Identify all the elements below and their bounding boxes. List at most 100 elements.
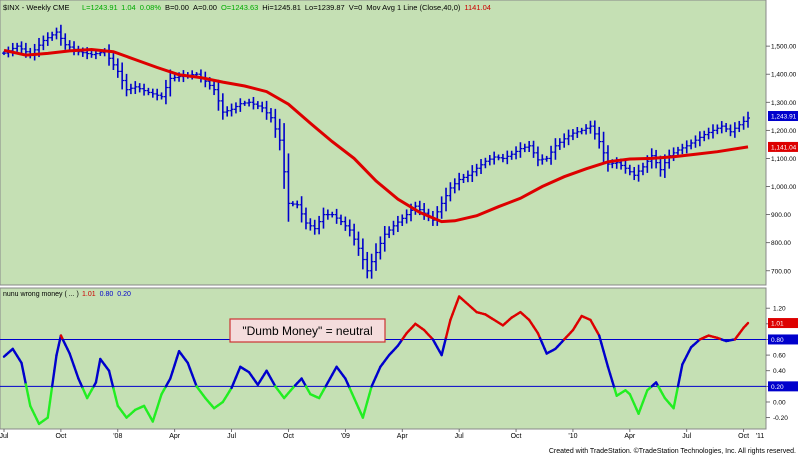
- price-bar: [58, 24, 63, 46]
- indicator-segment: [363, 400, 369, 412]
- moving-average-line: [3, 47, 749, 224]
- quote-field: 1.04: [121, 3, 136, 12]
- price-bar: [487, 155, 492, 166]
- indicator-segment: [96, 357, 102, 372]
- price-bar: [562, 133, 567, 148]
- quote-field: Mov Avg 1 Line (Close,40,0): [366, 3, 461, 12]
- quote-field: Hi=1245.81: [262, 3, 301, 12]
- price-bar: [264, 100, 269, 120]
- price-bar: [614, 157, 619, 169]
- x-tick-label: '09: [341, 433, 350, 440]
- x-tick-label: Oct: [55, 433, 66, 440]
- price-bar: [684, 140, 689, 154]
- x-tick-label: '10: [568, 433, 577, 440]
- price-bar: [115, 58, 120, 78]
- x-tick-label: Jul: [455, 433, 464, 440]
- price-bar: [128, 83, 133, 95]
- price-bar: [500, 153, 505, 163]
- price-bar: [391, 220, 396, 236]
- price-tick-label: 1,100.00: [771, 156, 797, 163]
- indicator-segment: [600, 342, 605, 353]
- price-bar: [387, 226, 392, 239]
- indicator-segment: [361, 408, 367, 419]
- ma-value-tag-bg: [768, 141, 798, 152]
- price-bar: [496, 154, 501, 161]
- price-tick-label: 700.00: [771, 268, 791, 275]
- price-bar: [295, 200, 300, 209]
- price-bar: [89, 50, 94, 58]
- quote-field: Lo=1239.87: [305, 3, 345, 12]
- last-price-tag-bg: [768, 111, 798, 122]
- indicator-segment: [94, 369, 100, 384]
- price-bar: [330, 211, 335, 218]
- price-bar: [41, 35, 46, 51]
- price-bar: [627, 164, 632, 176]
- price-bar: [728, 124, 733, 137]
- price-bar: [483, 157, 488, 169]
- price-bar: [352, 223, 357, 246]
- price-bar: [715, 124, 720, 135]
- indicator-value-tag: 1.01: [771, 321, 784, 328]
- x-tick-label: '08: [113, 433, 122, 440]
- price-bar: [229, 103, 234, 117]
- price-tick-label: 900.00: [771, 212, 791, 219]
- price-bar: [19, 41, 24, 54]
- price-bar: [163, 79, 168, 105]
- indicator-header-value: 1.01: [82, 291, 96, 298]
- price-bar: [737, 120, 742, 133]
- price-bar: [697, 131, 702, 147]
- indicator-segment: [26, 393, 32, 408]
- price-bar: [303, 207, 308, 230]
- price-bar: [623, 160, 628, 174]
- price-bar: [570, 129, 575, 141]
- price-bar: [159, 92, 164, 100]
- price-bar: [522, 143, 527, 153]
- price-bar: [325, 209, 330, 220]
- price-bar: [527, 141, 532, 152]
- indicator-segment: [604, 357, 610, 369]
- price-bar: [374, 243, 378, 271]
- price-bar: [461, 173, 466, 183]
- price-bar: [220, 93, 225, 120]
- price-bar: [150, 88, 155, 98]
- price-bar: [2, 51, 6, 56]
- price-bar: [233, 102, 238, 114]
- price-bar: [732, 122, 737, 138]
- indicator-segment: [20, 361, 25, 375]
- price-bar: [137, 83, 142, 93]
- price-tags: 1,243.91 1,141.04: [768, 111, 798, 152]
- price-bar: [360, 238, 365, 270]
- indicator-segment: [366, 392, 371, 404]
- price-bar: [282, 123, 287, 189]
- price-bar: [400, 214, 405, 226]
- indicator-segment: [672, 396, 677, 410]
- quote-field: 1141.04: [464, 3, 491, 12]
- indicator-segment: [676, 374, 682, 388]
- indicator-segment: [744, 321, 750, 327]
- price-bar: [518, 142, 523, 158]
- symbol-label: $INX - Weekly CME: [3, 3, 70, 12]
- price-bar: [575, 126, 580, 138]
- indicator-header-value: 0.80: [100, 291, 114, 298]
- x-tick-label: Jul: [227, 433, 236, 440]
- quote-field: B=0.00: [165, 3, 189, 12]
- price-bar: [514, 146, 519, 160]
- threshold-tag: 0.80: [771, 337, 784, 344]
- price-bar: [592, 120, 597, 140]
- price-bar: [540, 154, 545, 165]
- indicator-segment: [598, 334, 603, 345]
- price-bar: [260, 101, 265, 113]
- indicator-tick-label: 0.60: [773, 353, 786, 360]
- indicator-segment: [440, 345, 446, 357]
- price-bar: [212, 80, 217, 96]
- price-bar: [706, 127, 711, 140]
- price-bar: [273, 108, 278, 138]
- price-bar: [479, 159, 484, 174]
- indicator-segment: [608, 372, 614, 383]
- threshold-tag-bg: [768, 381, 798, 392]
- quote-field: A=0.00: [193, 3, 217, 12]
- x-tick-label: Apr: [397, 433, 409, 440]
- price-bar: [321, 207, 326, 229]
- price-bar: [492, 151, 497, 165]
- annotation-frame: [229, 318, 386, 343]
